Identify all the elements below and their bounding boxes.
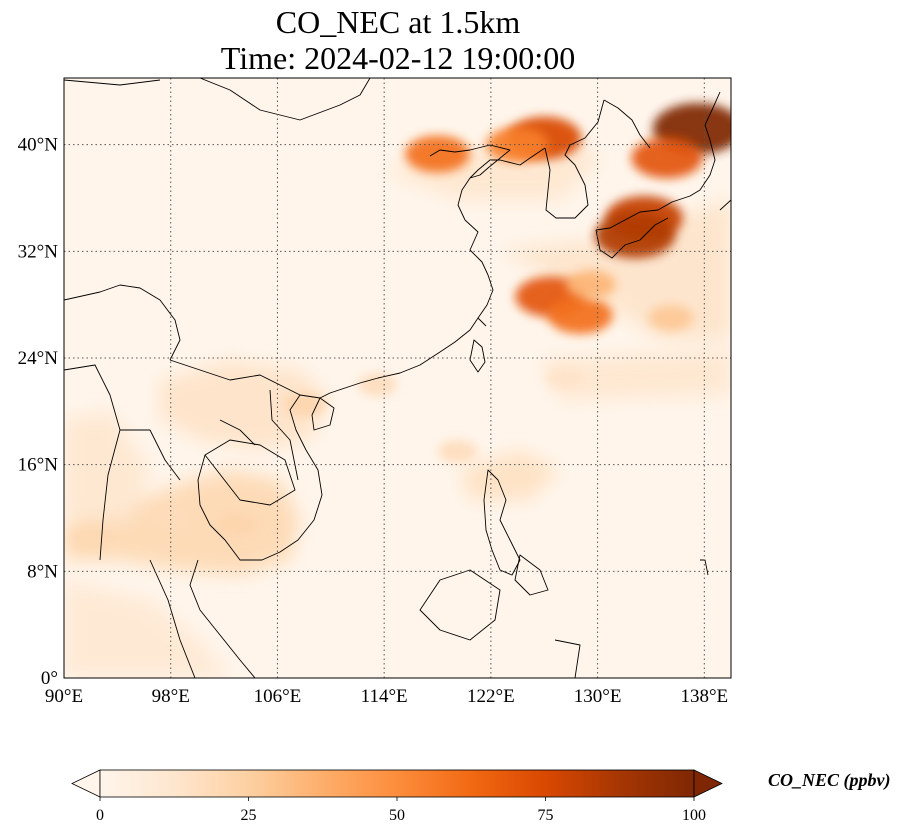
colorbar-ticks: 0 25 50 75 100 [96, 797, 706, 824]
lat-tick-label: 0° [41, 668, 58, 689]
colorbar-tick-label: 0 [96, 807, 104, 824]
coastlines [64, 78, 731, 678]
co-hotspot [216, 512, 259, 537]
colorbar-bar [99, 769, 695, 798]
title-line-2: Time: 2024-02-12 19:00:00 [220, 40, 576, 76]
lon-tick-label: 114°E [361, 686, 408, 707]
co-hotspot [545, 367, 583, 389]
colorbar-over-arrow [693, 769, 723, 798]
co-hotspot [594, 212, 676, 259]
gridlines [64, 78, 731, 678]
lat-tick-label: 24°N [18, 348, 59, 369]
lat-tick-label: 16°N [18, 455, 59, 476]
map-title: CO_NEC at 1.5km Time: 2024-02-12 19:00:0… [0, 4, 796, 76]
co-hotspot [151, 506, 191, 530]
co-hotspot [357, 373, 398, 396]
lon-tick-label: 122°E [467, 686, 515, 707]
lon-axis: 90°E 98°E 106°E 114°E 122°E 130°E 138°E [45, 686, 728, 707]
co-hotspot [566, 270, 616, 299]
co-hotspot [631, 137, 703, 179]
lat-tick-label: 40°N [18, 135, 59, 156]
hotspot-layer [70, 103, 731, 550]
colorbar-under-arrow [71, 769, 101, 798]
colorbar-tick-label: 50 [389, 807, 405, 824]
co-hotspot [70, 526, 111, 550]
colorbar-tick-label: 75 [538, 807, 554, 824]
co-hotspot [283, 392, 325, 417]
map-plot-area[interactable] [63, 77, 742, 679]
lat-tick-label: 32°N [18, 241, 59, 262]
lon-tick-label: 138°E [680, 686, 728, 707]
lon-tick-label: 106°E [254, 686, 302, 707]
colorbar-label: CO_NEC (ppbv) [768, 770, 891, 790]
lon-tick-label: 98°E [152, 686, 190, 707]
co-hotspot [486, 126, 549, 163]
map-frame [63, 77, 732, 679]
lon-tick-label: 90°E [45, 686, 83, 707]
co-hotspot [547, 296, 613, 334]
title-line-1: CO_NEC at 1.5km [275, 4, 521, 40]
co-hotspot [648, 305, 694, 331]
colorbar: 0 25 50 75 100 [71, 769, 723, 824]
lat-tick-label: 8°N [27, 561, 58, 582]
colorbar-tick-label: 25 [241, 807, 257, 824]
co-hotspot [437, 440, 478, 463]
lat-axis: 0° 8°N 16°N 24°N 32°N 40°N [18, 135, 59, 689]
co-hotspot [405, 135, 470, 173]
colorbar-tick-label: 100 [682, 807, 706, 824]
lon-tick-label: 130°E [574, 686, 622, 707]
